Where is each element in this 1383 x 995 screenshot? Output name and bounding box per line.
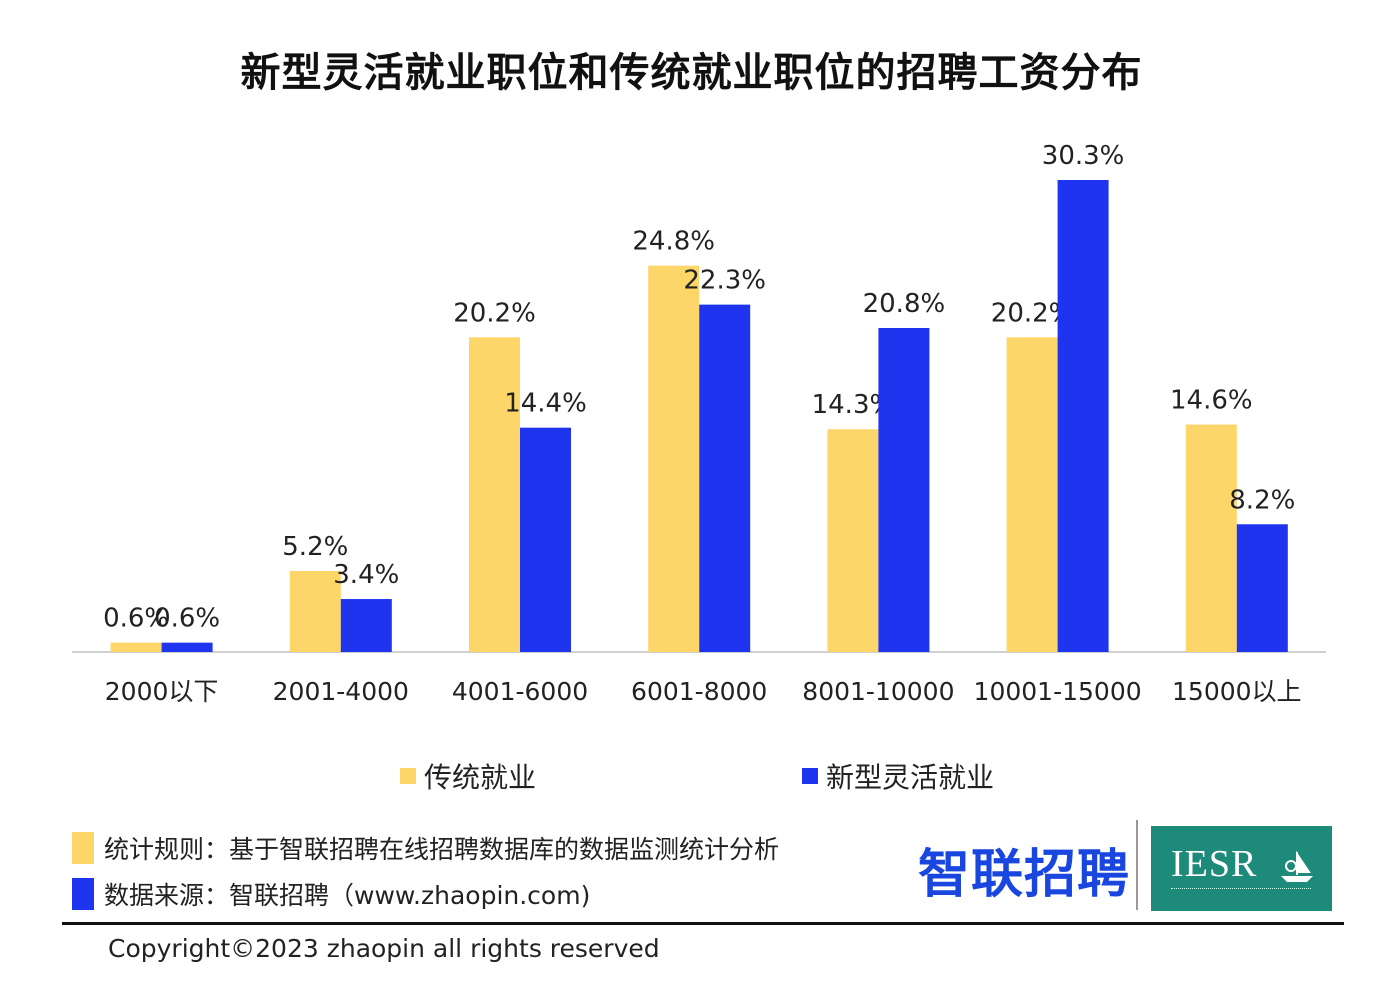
legend-item-flexible: 新型灵活就业 bbox=[802, 756, 994, 796]
note-swatch-yellow bbox=[72, 832, 94, 864]
bar-chart: 0.6%0.6% 2000以下 5.2%3.4% 2001-4000 20.2% 14.4… bbox=[72, 141, 1326, 706]
legend-label-flexible: 新型灵活就业 bbox=[826, 761, 995, 794]
legend-swatch-flexible bbox=[802, 768, 818, 784]
iesr-subtitle-line bbox=[1171, 888, 1311, 893]
bar-flexible-2 bbox=[520, 427, 571, 652]
iesr-logo: IESR bbox=[1151, 826, 1332, 911]
note-rule-text: 统计规则：基于智联招聘在线招聘数据库的数据监测统计分析 bbox=[104, 835, 780, 864]
bar-traditional-3 bbox=[648, 265, 700, 652]
x-tick-label-5: 10001-15000 bbox=[974, 677, 1142, 706]
zhaopin-logo: 智联招聘 bbox=[918, 845, 1131, 905]
x-tick-label-1: 2001-4000 bbox=[273, 677, 409, 706]
bar-traditional-5 bbox=[1006, 337, 1058, 652]
bar-traditional-1 bbox=[289, 570, 341, 652]
bar-flexible-5 bbox=[1057, 180, 1109, 652]
legend-label-traditional: 传统就业 bbox=[424, 761, 537, 794]
data-label-flexible-3: 22.3% bbox=[683, 266, 766, 296]
data-label-traditional-2: 20.2% bbox=[453, 298, 536, 328]
chart-title: 新型灵活就业职位和传统就业职位的招聘工资分布 bbox=[240, 50, 1143, 96]
iesr-logo-text: IESR bbox=[1171, 843, 1258, 885]
bar-flexible-3 bbox=[699, 304, 751, 652]
data-label-traditional-6: 14.6% bbox=[1170, 386, 1253, 416]
data-label-flexible-4: 20.8% bbox=[863, 289, 946, 319]
note-rule: 统计规则：基于智联招聘在线招聘数据库的数据监测统计分析 bbox=[72, 830, 779, 866]
note-source-text: 数据来源：智联招聘（www.zhaopin.com) bbox=[104, 881, 591, 910]
data-label-flexible-1: 3.4% bbox=[333, 560, 399, 590]
data-label-traditional-1: 5.2% bbox=[282, 532, 348, 562]
data-label-traditional-3: 24.8% bbox=[632, 227, 715, 257]
data-label-flexible-0: 0.6% bbox=[154, 604, 220, 634]
data-label-flexible-5: 30.3% bbox=[1042, 141, 1125, 171]
bar-traditional-6 bbox=[1185, 424, 1237, 652]
note-swatch-blue bbox=[72, 878, 94, 910]
bar-flexible-4 bbox=[878, 327, 930, 652]
legend-item-traditional: 传统就业 bbox=[400, 756, 536, 796]
data-label-traditional-0: 0.6% bbox=[103, 604, 169, 634]
boat-icon bbox=[1281, 850, 1313, 882]
x-tick-label-2: 4001-6000 bbox=[452, 677, 588, 706]
bar-traditional-0 bbox=[110, 642, 162, 652]
bar-flexible-1 bbox=[340, 599, 392, 652]
x-tick-label-4: 8001-10000 bbox=[802, 677, 954, 706]
x-tick-label-3: 6001-8000 bbox=[631, 677, 767, 706]
bar-flexible-6 bbox=[1236, 524, 1288, 652]
bar-traditional-4 bbox=[827, 429, 879, 652]
legend-swatch-traditional bbox=[400, 768, 416, 784]
bar-traditional-2 bbox=[469, 337, 520, 652]
note-source: 数据来源：智联招聘（www.zhaopin.com) bbox=[72, 876, 590, 912]
bar-flexible-0 bbox=[161, 642, 213, 652]
x-tick-label-0: 2000以下 bbox=[105, 677, 219, 706]
copyright: Copyright©2023 zhaopin all rights reserv… bbox=[108, 934, 660, 963]
data-label-flexible-6: 8.2% bbox=[1229, 485, 1295, 515]
x-tick-label-6: 15000以上 bbox=[1172, 677, 1302, 706]
data-label-flexible-2: 14.4% bbox=[504, 389, 587, 419]
logo-divider bbox=[1136, 820, 1138, 910]
footer-rule bbox=[62, 922, 1344, 925]
